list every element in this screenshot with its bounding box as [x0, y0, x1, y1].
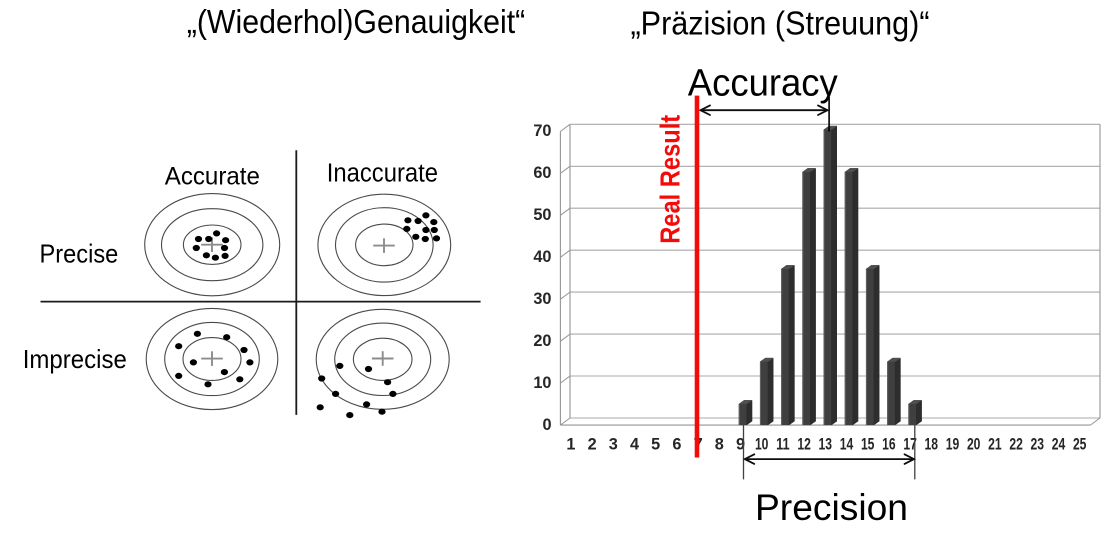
svg-text:9: 9 — [736, 436, 745, 454]
svg-text:10: 10 — [533, 374, 551, 392]
svg-text:8: 8 — [715, 436, 724, 454]
svg-text:25: 25 — [1073, 436, 1087, 454]
svg-text:15: 15 — [861, 436, 875, 454]
svg-text:30: 30 — [533, 290, 551, 308]
svg-text:Imprecise: Imprecise — [23, 346, 127, 374]
svg-text:Inaccurate: Inaccurate — [327, 160, 438, 188]
svg-text:10: 10 — [755, 436, 769, 454]
svg-text:6: 6 — [672, 436, 681, 454]
svg-text:19: 19 — [946, 436, 960, 454]
svg-text:18: 18 — [925, 436, 939, 454]
svg-text:17: 17 — [903, 436, 917, 454]
svg-text:20: 20 — [967, 436, 981, 454]
svg-text:23: 23 — [1031, 436, 1045, 454]
svg-text:40: 40 — [533, 248, 551, 266]
svg-text:60: 60 — [533, 164, 551, 182]
svg-text:1: 1 — [566, 436, 575, 454]
svg-text:2: 2 — [588, 436, 597, 454]
svg-text:„Präzision (Streuung)“: „Präzision (Streuung)“ — [631, 6, 930, 43]
svg-text:50: 50 — [533, 206, 551, 224]
svg-text:13: 13 — [819, 436, 833, 454]
svg-text:14: 14 — [840, 436, 854, 454]
svg-text:16: 16 — [882, 436, 896, 454]
svg-text:11: 11 — [776, 436, 790, 454]
svg-text:Precise: Precise — [40, 238, 119, 268]
svg-text:21: 21 — [988, 436, 1002, 454]
svg-text:20: 20 — [533, 332, 551, 350]
svg-text:5: 5 — [651, 436, 660, 454]
svg-text:Real Result: Real Result — [654, 115, 685, 244]
svg-text:3: 3 — [609, 436, 618, 454]
svg-text:4: 4 — [630, 436, 639, 454]
svg-text:24: 24 — [1052, 436, 1066, 454]
svg-text:22: 22 — [1009, 436, 1023, 454]
svg-text:12: 12 — [797, 436, 811, 454]
svg-text:Accuracy: Accuracy — [688, 63, 838, 105]
svg-text:Precision: Precision — [755, 487, 908, 528]
svg-text:Accurate: Accurate — [165, 162, 260, 190]
svg-text:0: 0 — [542, 416, 551, 434]
svg-text:70: 70 — [533, 122, 551, 140]
svg-text:„(Wiederhol)Genauigkeit“: „(Wiederhol)Genauigkeit“ — [187, 4, 526, 41]
